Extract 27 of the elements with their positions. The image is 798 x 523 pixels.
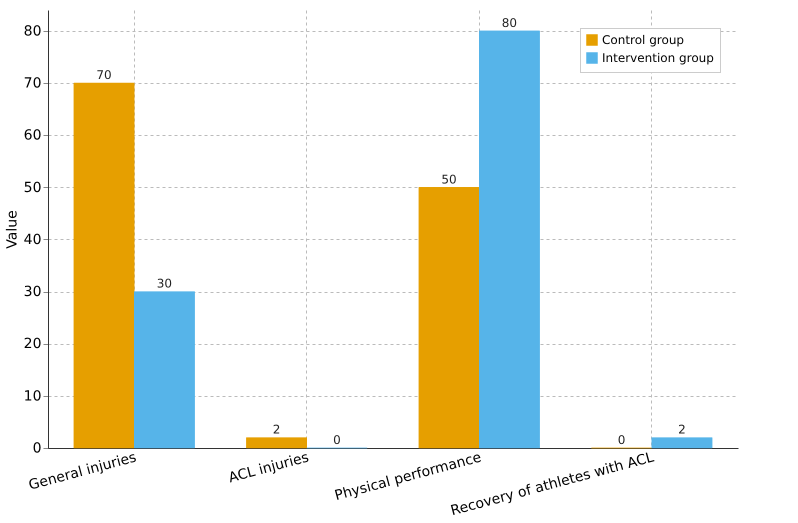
data-label: 30 <box>156 276 172 291</box>
data-label: 80 <box>502 16 518 30</box>
data-label: 0 <box>333 433 341 447</box>
data-label: 2 <box>678 422 686 437</box>
data-label: 70 <box>96 68 112 82</box>
y-tick-label: 20 <box>24 336 42 352</box>
y-tick-label: 70 <box>24 76 42 92</box>
y-tick-label: 60 <box>24 128 42 144</box>
bar <box>246 437 307 448</box>
bar <box>134 291 195 448</box>
y-tick-label: 50 <box>24 180 42 196</box>
x-tick-label: ACL injuries <box>226 450 311 486</box>
y-axis-title: Value <box>4 210 21 249</box>
y-tick-label: 80 <box>24 23 42 40</box>
y-tick-label: 0 <box>32 440 42 456</box>
legend-label: Control group <box>602 33 684 47</box>
bar <box>74 82 134 448</box>
bar <box>652 437 712 448</box>
bar <box>418 187 480 448</box>
y-tick-label: 10 <box>24 388 42 404</box>
data-label: 2 <box>272 422 280 437</box>
bar <box>479 30 540 448</box>
y-tick-label: 40 <box>24 232 42 248</box>
data-label: 50 <box>441 172 457 186</box>
legend-label: Intervention group <box>602 51 714 65</box>
y-tick-label: 30 <box>24 284 42 300</box>
data-label: 0 <box>618 433 626 447</box>
